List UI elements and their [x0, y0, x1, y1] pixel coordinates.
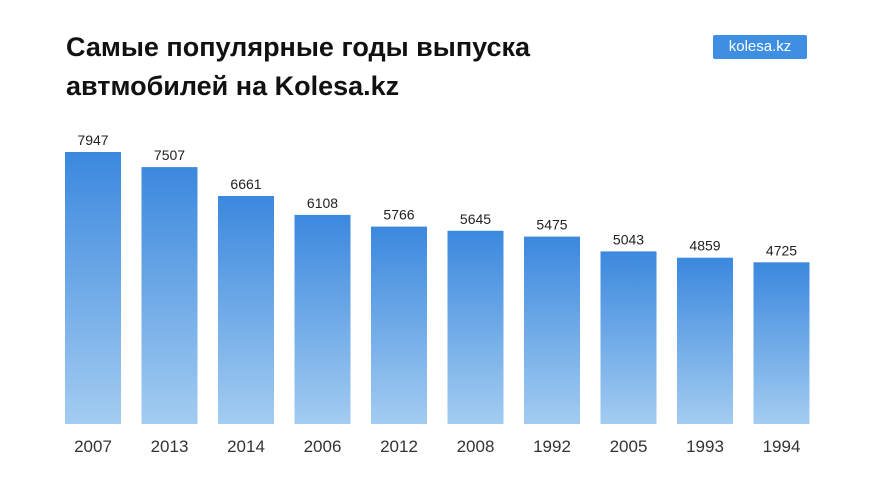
- value-label-2006: 6108: [307, 195, 338, 211]
- value-label-1992: 5475: [536, 217, 567, 233]
- chart-title: Самые популярные годы выпуска автмобилей…: [66, 32, 531, 101]
- x-tick-label-2008: 2008: [457, 437, 495, 456]
- bar-1994: [753, 262, 810, 424]
- bar-2006: [294, 214, 351, 424]
- bar-2013: [141, 167, 198, 424]
- x-tick-label-2014: 2014: [227, 437, 265, 456]
- bar-1993: [677, 257, 733, 424]
- x-tick-labels-group: 2007 2013 2014 2006 2012 2008 1992 2005 1993 1994: [74, 437, 800, 456]
- bar-2014: [218, 196, 274, 424]
- value-label-2014: 6661: [230, 176, 261, 192]
- value-label-2005: 5043: [613, 231, 644, 247]
- value-label-2008: 5645: [460, 211, 491, 227]
- bar-2008: [447, 230, 504, 424]
- brand-badge: kolesa.kz: [713, 35, 807, 59]
- value-label-2007: 7947: [77, 132, 108, 148]
- bar-1992: [524, 236, 580, 424]
- bar-2005: [600, 251, 657, 424]
- x-tick-label-2007: 2007: [74, 437, 112, 456]
- bar-2007: [65, 152, 121, 424]
- value-label-1994: 4725: [766, 242, 797, 258]
- x-tick-label-1994: 1994: [763, 437, 801, 456]
- x-tick-label-1992: 1992: [533, 437, 571, 456]
- value-label-2013: 7507: [154, 147, 185, 163]
- bar-2012: [371, 226, 427, 424]
- value-label-2012: 5766: [383, 207, 414, 223]
- x-tick-label-2006: 2006: [304, 437, 342, 456]
- value-label-1993: 4859: [689, 238, 720, 254]
- x-tick-label-2012: 2012: [380, 437, 418, 456]
- x-tick-label-2005: 2005: [610, 437, 648, 456]
- x-tick-label-1993: 1993: [686, 437, 724, 456]
- bars-group: [65, 152, 810, 424]
- x-tick-label-2013: 2013: [151, 437, 189, 456]
- value-labels-group: 7947 7507 6661 6108 5766 5645 5475 5043 4859 4725: [77, 132, 797, 258]
